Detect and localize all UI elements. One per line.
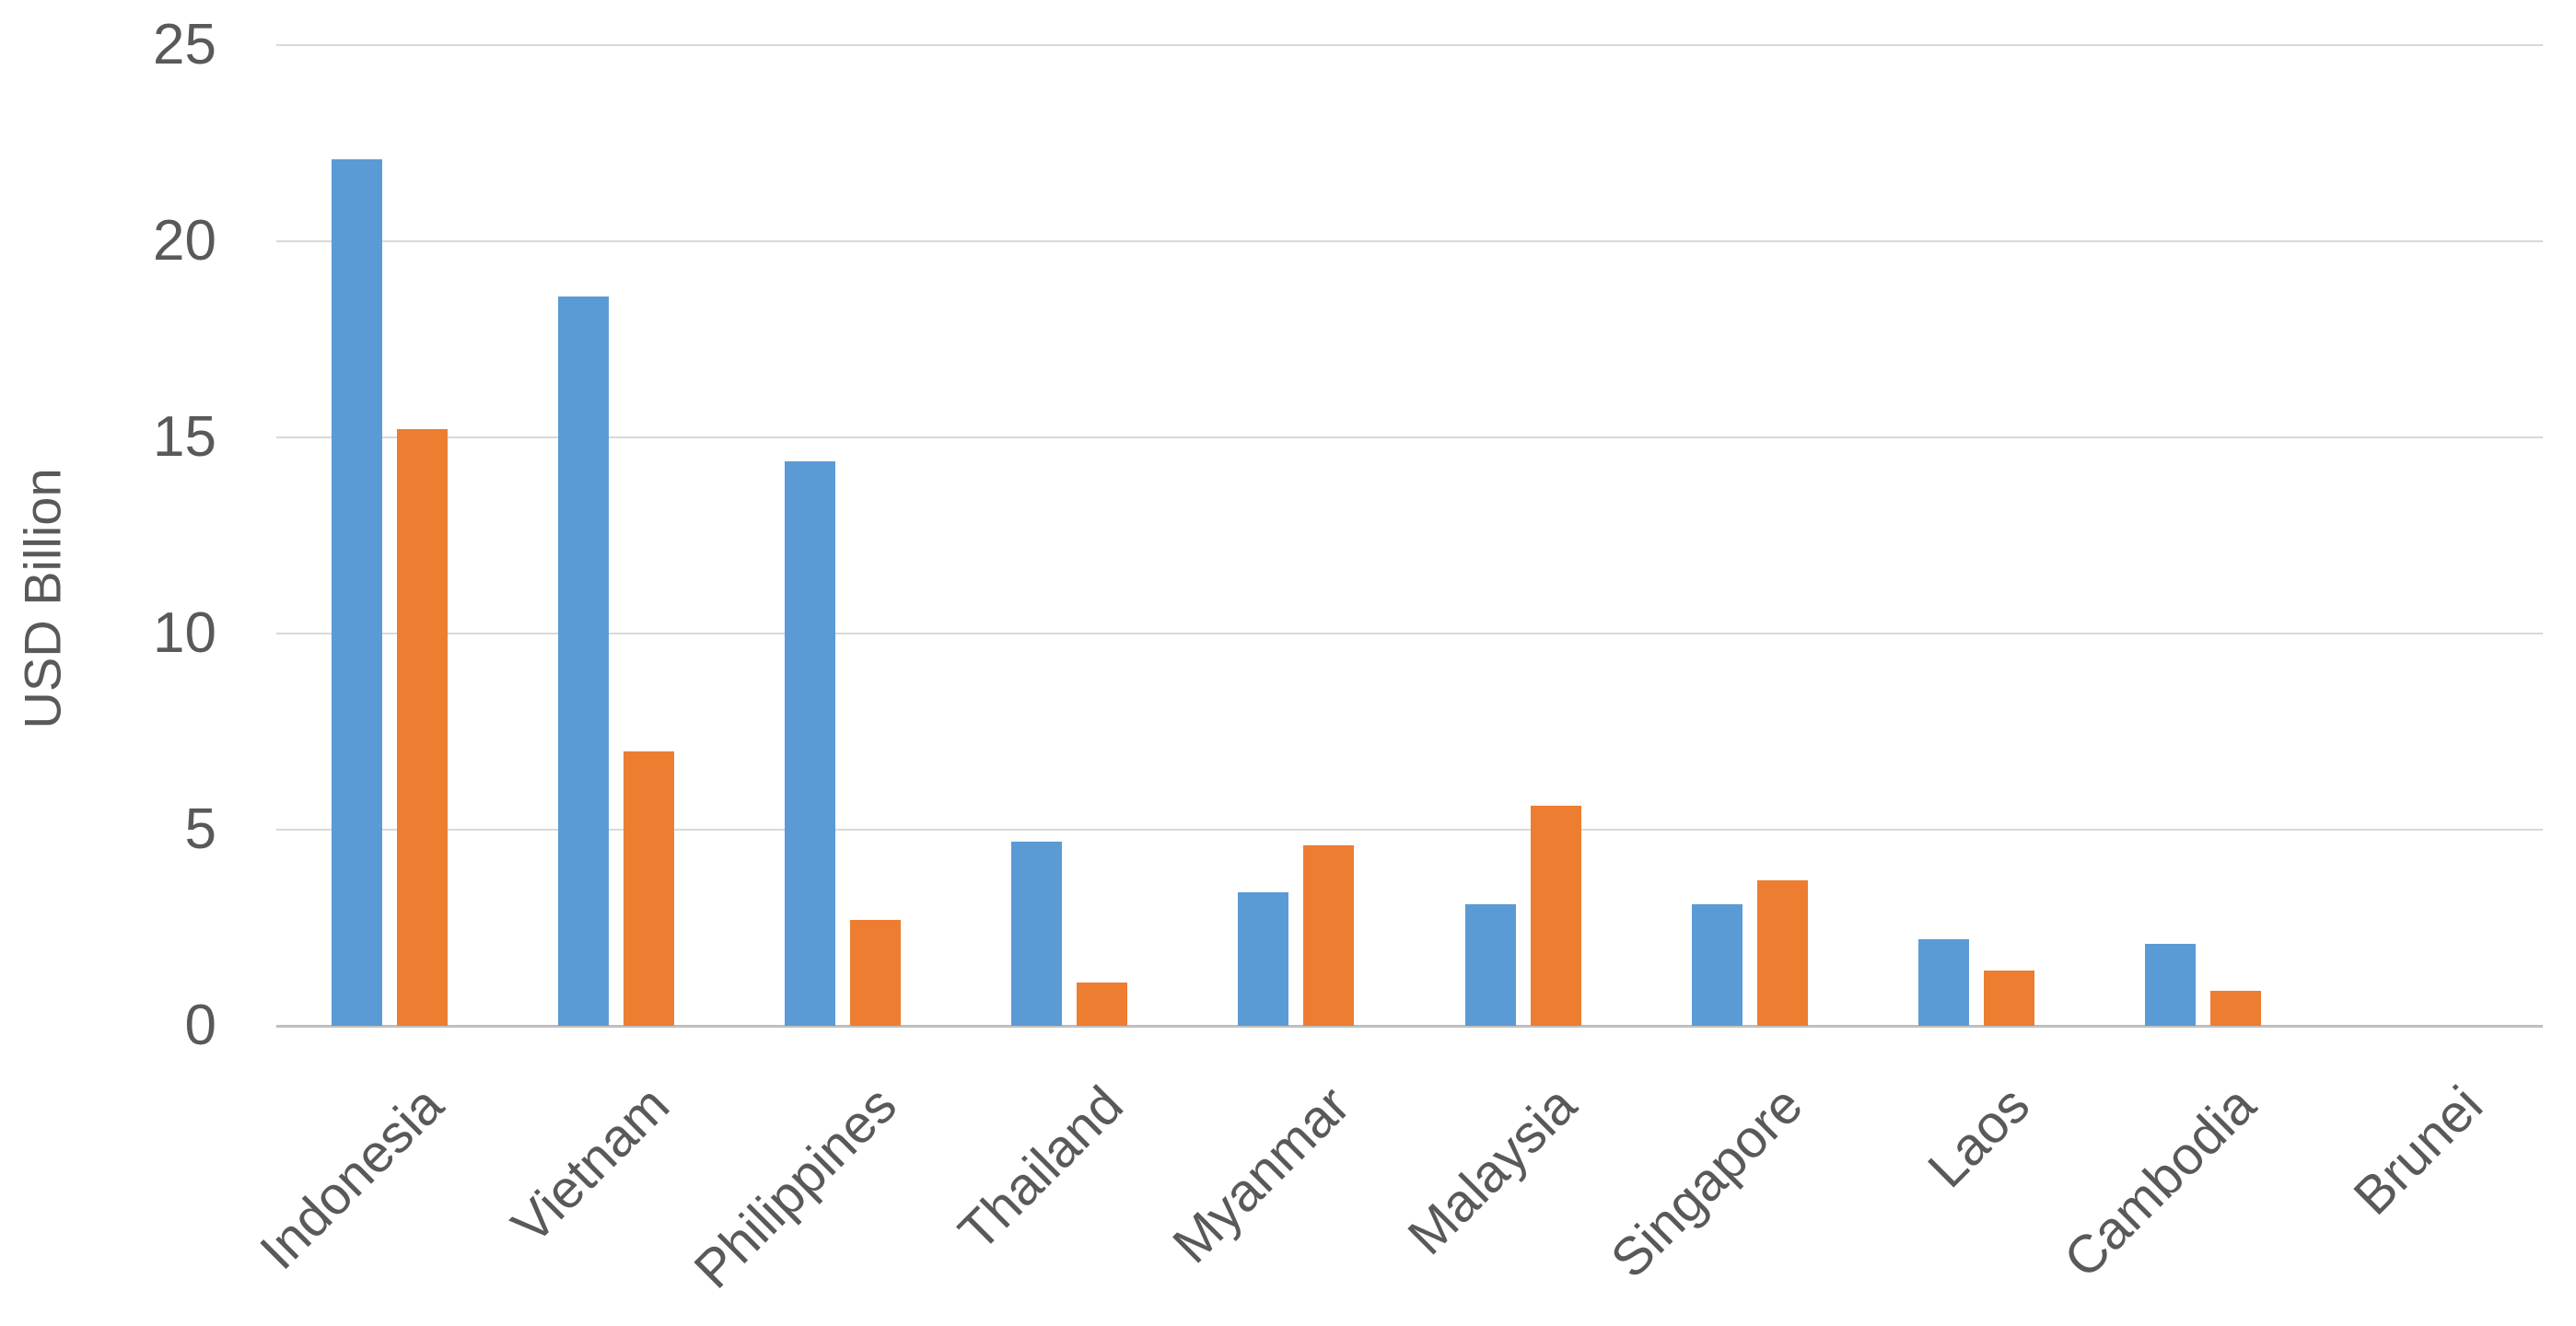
x-category-label-vietnam: Vietnam (500, 1075, 682, 1255)
y-tick-label: 20 (153, 209, 216, 273)
y-tick-label: 10 (153, 601, 216, 665)
gridline-5 (276, 829, 2543, 831)
bar-laos-orange-series (1983, 971, 2034, 1026)
x-category-label-thailand: Thailand (947, 1075, 1135, 1262)
bar-vietnam-blue-series (558, 296, 610, 1026)
gridline-15 (276, 436, 2543, 438)
bar-singapore-orange-series (1756, 880, 1808, 1026)
y-tick-label: 15 (153, 405, 216, 469)
x-category-label-laos: Laos (1917, 1075, 2042, 1200)
bar-myanmar-blue-series (1238, 892, 1289, 1026)
bar-thailand-blue-series (1011, 841, 1063, 1026)
bar-philippines-orange-series (850, 919, 902, 1026)
x-category-label-cambodia: Cambodia (2053, 1075, 2268, 1290)
bar-singapore-blue-series (1691, 903, 1743, 1026)
bar-laos-blue-series (1917, 939, 1969, 1026)
bar-myanmar-orange-series (1303, 845, 1355, 1026)
bar-malaysia-blue-series (1464, 903, 1516, 1026)
bar-cambodia-blue-series (2144, 943, 2196, 1026)
y-tick-label: 0 (184, 994, 216, 1057)
bar-thailand-orange-series (1077, 983, 1128, 1026)
bar-vietnam-orange-series (624, 750, 675, 1026)
bar-philippines-blue-series (785, 460, 836, 1026)
x-category-label-malaysia: Malaysia (1396, 1075, 1588, 1267)
y-tick-label: 5 (184, 797, 216, 861)
bar-cambodia-orange-series (2209, 990, 2261, 1026)
x-category-label-philippines: Philippines (682, 1075, 908, 1300)
x-category-label-singapore: Singapore (1599, 1075, 1814, 1290)
x-category-label-indonesia: Indonesia (248, 1075, 455, 1282)
bar-malaysia-orange-series (1530, 806, 1581, 1026)
gridline-20 (276, 240, 2543, 242)
bar-indonesia-blue-series (332, 158, 383, 1026)
y-tick-label: 25 (153, 13, 216, 76)
x-category-label-myanmar: Myanmar (1160, 1075, 1361, 1275)
bar-indonesia-orange-series (397, 429, 449, 1026)
gridline-25 (276, 44, 2543, 46)
gridline-10 (276, 633, 2543, 634)
x-category-label-brunei: Brunei (2342, 1075, 2495, 1227)
x-axis-line (276, 1025, 2543, 1028)
